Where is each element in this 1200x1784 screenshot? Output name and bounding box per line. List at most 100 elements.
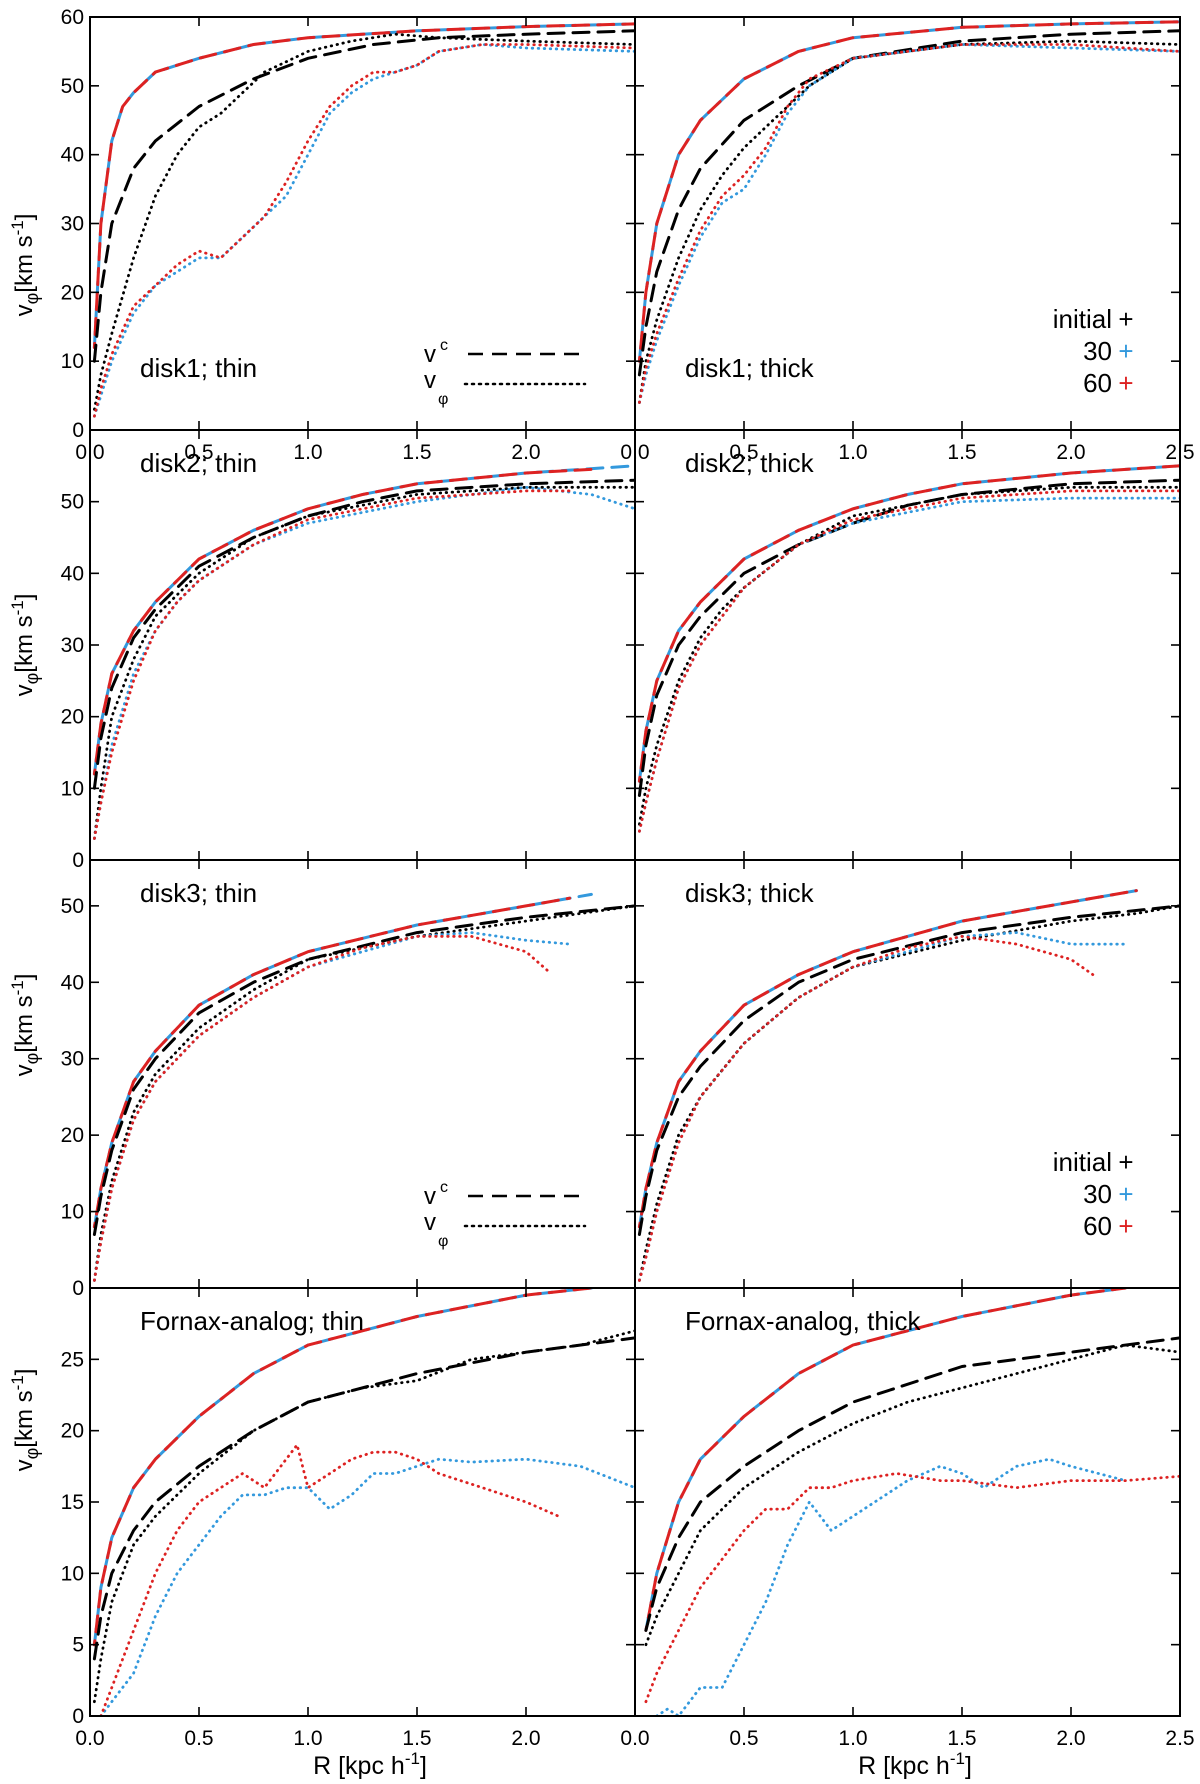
- svg-text:R [kpc h-1]: R [kpc h-1]: [313, 1749, 427, 1780]
- series-group: [637, 889, 1180, 1282]
- legend-60-label: 60: [1083, 368, 1112, 398]
- series-group: [644, 1288, 1180, 1716]
- series-line-vphi-initial: [638, 485, 1180, 826]
- series-line-vphi-initial: [93, 485, 635, 840]
- series-line-vc-60: [92, 467, 593, 776]
- y-tick-label: 40: [61, 562, 84, 585]
- series-line-vc-60: [92, 896, 572, 1229]
- y-tick-label: 15: [61, 1491, 84, 1514]
- y-tick-label: 30: [61, 1048, 84, 1071]
- y-axis-label-row-4: vφ[km s-1]: [8, 1369, 42, 1472]
- x-tick-label: 1.0: [838, 441, 867, 464]
- x-label-main: R [kpc h: [313, 1752, 405, 1780]
- x-label-exp: -1: [405, 1749, 420, 1768]
- x-tick-label: 1.5: [402, 1727, 431, 1750]
- y-tick-label: 50: [61, 491, 84, 514]
- series-line-vphi-30: [93, 931, 571, 1282]
- panel-title: Fornax-analog; thin: [140, 1306, 364, 1336]
- series-line-vc-60: [637, 889, 1138, 1229]
- series-line-vphi-30: [638, 496, 1180, 833]
- svg-text:R [kpc h-1]: R [kpc h-1]: [858, 1749, 972, 1780]
- series-line-vphi-initial: [638, 39, 1180, 404]
- panel-5: 0 10 20 30 40 50 disk3; thin: [61, 859, 636, 1300]
- x-tick-label: 1.0: [293, 441, 322, 464]
- y-tick-label: 0: [72, 1705, 84, 1728]
- y-label-sub: φ: [22, 293, 42, 305]
- x-label-close: ]: [965, 1752, 972, 1780]
- legend-vphi-sub: φ: [438, 1233, 448, 1250]
- series-line-vc-initial: [92, 478, 635, 790]
- legend-30-marker: +: [1118, 336, 1133, 366]
- series-line-vphi-30: [99, 1457, 635, 1716]
- y-tick-label: 40: [61, 971, 84, 994]
- series-line-vphi-30: [638, 931, 1127, 1282]
- y-tick-label: 20: [61, 281, 84, 304]
- y-tick-label: 0: [72, 419, 84, 442]
- x-tick-label: 2.5: [1165, 1727, 1194, 1750]
- y-tick-label: 5: [72, 1634, 84, 1657]
- line-style-legend-row-3: v c v φ: [424, 1179, 587, 1250]
- y-label-main: v: [11, 684, 38, 696]
- line-style-legend-row-1: v c v φ: [424, 337, 587, 408]
- series-line-vc-initial: [92, 904, 635, 1236]
- legend-vc-sup: c: [440, 337, 448, 354]
- series-group: [92, 22, 635, 418]
- y-tick-label: 0: [72, 849, 84, 872]
- series-line-vphi-60: [638, 935, 1095, 1282]
- panel-frame: [89, 859, 636, 1289]
- y-tick-label: 60: [61, 6, 84, 29]
- series-line-vc-30: [92, 892, 593, 1229]
- series-line-vc-initial: [92, 1336, 635, 1661]
- series-line-vc-30: [644, 1288, 1127, 1632]
- legend-vphi-main: v: [424, 1209, 436, 1236]
- y-label-main: v: [11, 1064, 38, 1076]
- x-tick-label: 2.0: [1056, 1727, 1085, 1750]
- panel-4: disk2; thick: [634, 429, 1181, 861]
- y-label-close: ]: [11, 1369, 38, 1376]
- series-line-vphi-30: [655, 1457, 1127, 1716]
- series-line-vc-30: [637, 464, 1180, 783]
- legend-60-label: 60: [1083, 1211, 1112, 1241]
- x-tick-label: 1.0: [838, 1727, 867, 1750]
- x-tick-label: 2.0: [511, 441, 540, 464]
- svg-text:vφ[km s-1]: vφ[km s-1]: [8, 974, 42, 1077]
- y-axis-label-row-1: vφ[km s-1]: [8, 214, 42, 317]
- time-legend-row-1: initial + 30 + 60 +: [1053, 304, 1134, 398]
- legend-vphi-main: v: [424, 367, 436, 394]
- panel-title: Fornax-analog, thick: [685, 1306, 922, 1336]
- x-tick-label: 0.5: [184, 441, 213, 464]
- legend-initial-label: initial: [1053, 304, 1112, 334]
- y-tick-label: 30: [61, 213, 84, 236]
- series-group: [92, 1288, 635, 1716]
- legend-vc-main: v: [424, 341, 436, 368]
- y-label-units: [km s: [11, 1390, 38, 1447]
- y-label-main: v: [11, 304, 38, 316]
- legend-initial-label: initial: [1053, 1147, 1112, 1177]
- series-line-vphi-60: [99, 1443, 561, 1716]
- y-label-close: ]: [11, 594, 38, 601]
- series-line-vphi-initial: [638, 904, 1180, 1282]
- legend-30-label: 30: [1083, 336, 1112, 366]
- panel-title: disk1; thin: [140, 353, 257, 383]
- y-tick-label: 50: [61, 895, 84, 918]
- series-group: [637, 464, 1180, 833]
- x-tick-label: 0.5: [729, 1727, 758, 1750]
- y-tick-label: 20: [61, 706, 84, 729]
- series-group: [92, 892, 635, 1282]
- series-line-vc-initial: [92, 29, 635, 363]
- y-label-units: [km s: [11, 995, 38, 1052]
- x-axis-label-left: R [kpc h-1]: [313, 1749, 427, 1780]
- series-line-vc-60: [92, 1288, 593, 1647]
- y-label-exp: -1: [8, 220, 27, 235]
- series-line-vc-30: [92, 464, 635, 776]
- series-line-vphi-initial: [93, 904, 635, 1282]
- series-line-vphi-initial: [93, 1329, 635, 1704]
- panel-title: disk1; thick: [685, 353, 815, 383]
- y-label-units: [km s: [11, 615, 38, 672]
- y-label-sub: φ: [22, 673, 42, 685]
- series-line-vphi-60: [93, 489, 571, 840]
- series-line-vphi-60: [644, 1472, 1180, 1704]
